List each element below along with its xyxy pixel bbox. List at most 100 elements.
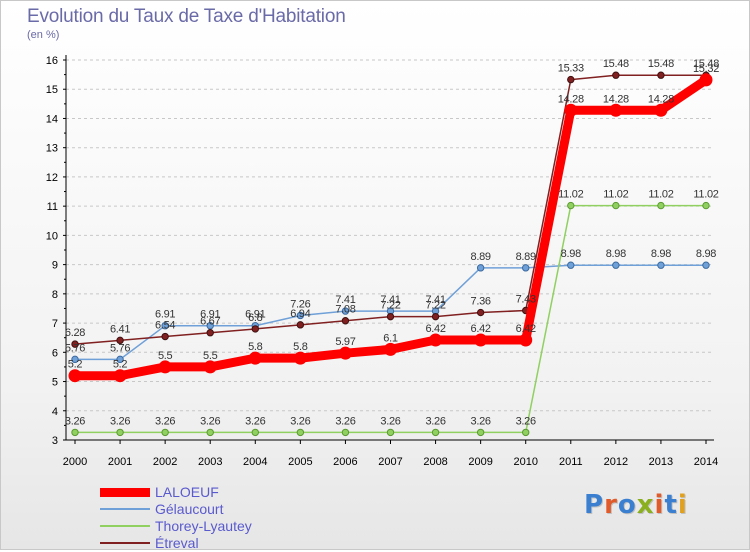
data-label: 5.97 — [335, 336, 355, 348]
data-label: 7.43 — [516, 294, 536, 306]
y-tick-label: 11 — [47, 201, 58, 213]
data-point — [296, 321, 305, 329]
y-tick-label: 13 — [46, 143, 58, 155]
data-label: 11.02 — [558, 189, 583, 201]
legend-swatch — [100, 542, 150, 544]
data-point — [161, 332, 169, 341]
data-label: 8.98 — [651, 248, 671, 260]
data-point — [116, 336, 124, 345]
data-label: 6.8 — [248, 312, 263, 324]
data-point — [338, 346, 352, 360]
data-point — [206, 322, 214, 330]
data-label: 5.8 — [248, 341, 263, 353]
data-label: 3.26 — [110, 415, 130, 427]
data-point — [251, 428, 259, 437]
data-point — [71, 340, 79, 348]
data-point — [248, 351, 262, 365]
data-label: 15.33 — [558, 63, 584, 75]
data-point — [341, 317, 350, 325]
x-tick-label: 2005 — [288, 456, 312, 468]
data-label: 6.28 — [65, 327, 85, 339]
data-point — [386, 312, 395, 321]
x-tick-label: 2014 — [694, 456, 718, 468]
data-point — [68, 369, 82, 383]
x-tick-label: 2009 — [468, 456, 492, 468]
data-label: 8.89 — [516, 251, 536, 263]
data-label: 15.32 — [693, 63, 719, 75]
data-label: 6.42 — [516, 323, 536, 335]
chart-unit-label: (en %) — [27, 29, 60, 41]
x-tick-label: 2002 — [153, 456, 177, 468]
data-label: 3.26 — [471, 415, 491, 427]
data-point — [609, 103, 623, 117]
data-label: 7.41 — [380, 294, 400, 306]
x-tick-label: 2013 — [649, 456, 673, 468]
data-label: 11.02 — [648, 189, 673, 201]
y-tick-label: 14 — [46, 113, 58, 125]
brand-letter: o — [617, 490, 637, 520]
y-tick-label: 10 — [46, 230, 58, 242]
legend-swatch — [100, 508, 150, 510]
legend-swatch — [100, 525, 150, 527]
y-tick-label: 16 — [46, 55, 58, 67]
x-tick-label: 2012 — [604, 456, 628, 468]
x-tick-label: 2003 — [198, 456, 222, 468]
data-label: 3.26 — [380, 415, 400, 427]
data-label: 15.48 — [648, 58, 674, 70]
data-label: 5.76 — [65, 342, 85, 354]
data-point — [612, 201, 620, 210]
x-tick-label: 2011 — [559, 456, 583, 468]
y-tick-label: 9 — [52, 260, 58, 272]
data-label: 7.41 — [335, 294, 355, 306]
data-point — [567, 201, 575, 210]
x-tick-label: 2000 — [63, 456, 87, 468]
x-tick-label: 2007 — [378, 456, 402, 468]
data-label: 15.48 — [603, 58, 629, 70]
y-tick-label: 15 — [46, 84, 58, 96]
data-point — [161, 428, 169, 437]
data-point — [206, 329, 214, 337]
data-point — [657, 201, 665, 210]
data-label: 14.28 — [558, 93, 584, 105]
data-label: 6.91 — [200, 309, 220, 321]
legend-swatch — [100, 487, 150, 497]
data-label: 3.26 — [516, 415, 536, 427]
data-point — [654, 103, 668, 117]
data-label: 7.36 — [471, 296, 491, 308]
data-label: 6.42 — [425, 323, 445, 335]
data-point — [476, 264, 485, 272]
data-point — [341, 307, 350, 315]
data-label: 8.98 — [606, 248, 626, 260]
data-point — [476, 428, 485, 437]
data-point — [474, 333, 488, 347]
y-tick-label: 3 — [52, 435, 58, 447]
y-tick-label: 5 — [52, 377, 58, 389]
brand-letter: t — [664, 490, 678, 520]
data-label: 6.94 — [290, 308, 310, 320]
y-tick-label: 12 — [46, 172, 58, 184]
data-label: 5.8 — [293, 341, 308, 353]
data-label: 7.08 — [335, 304, 355, 316]
data-point — [522, 428, 530, 437]
data-label: 7.22 — [380, 300, 400, 312]
y-tick-label: 4 — [52, 406, 58, 418]
series-lines — [68, 71, 713, 437]
data-point — [519, 333, 533, 347]
data-label: 14.28 — [648, 93, 674, 105]
data-point — [431, 428, 440, 437]
data-label: 5.5 — [203, 350, 218, 362]
data-point — [296, 311, 305, 320]
x-tick-label: 2001 — [108, 456, 132, 468]
data-point — [567, 261, 575, 269]
data-label: 8.89 — [471, 251, 491, 263]
data-point — [293, 351, 307, 365]
y-tick-label: 6 — [52, 347, 58, 359]
brand-logo: Proxiti — [584, 490, 688, 520]
data-label: 8.98 — [696, 248, 716, 260]
data-label: 7.22 — [425, 300, 445, 312]
data-label: 6.67 — [200, 316, 220, 328]
data-point — [296, 428, 305, 437]
data-label: 8.98 — [561, 248, 581, 260]
data-label: 5.2 — [113, 359, 128, 371]
